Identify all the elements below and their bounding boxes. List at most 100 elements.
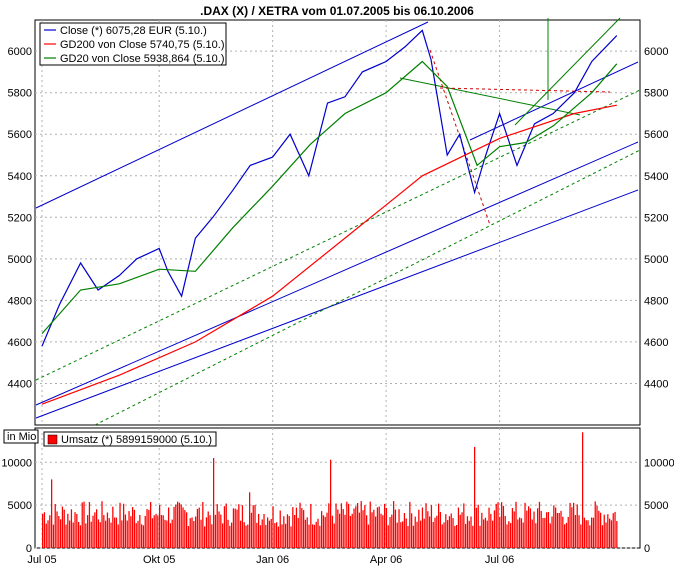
volume-bar xyxy=(357,503,359,548)
volume-bar xyxy=(270,519,272,548)
volume-legend: Umsatz (*) 5899159000 (5.10.) xyxy=(43,431,217,447)
volume-bar xyxy=(481,512,483,548)
volume-bar xyxy=(268,520,271,548)
volume-bar xyxy=(423,518,425,548)
volume-bar xyxy=(335,503,337,548)
volume-bar xyxy=(259,525,262,548)
volume-bar xyxy=(304,519,307,548)
volume-bar xyxy=(355,506,357,548)
volume-bar xyxy=(576,504,578,548)
y-tick-label-right: 6000 xyxy=(644,46,668,58)
volume-bar xyxy=(348,503,350,548)
volume-bar xyxy=(560,510,562,548)
volume-bar xyxy=(151,518,154,548)
volume-bar xyxy=(459,514,461,548)
volume-bar xyxy=(216,504,218,548)
volume-bar xyxy=(607,514,609,548)
volume-bar xyxy=(331,515,334,548)
volume-bar xyxy=(157,515,159,548)
volume-bar xyxy=(394,509,397,548)
volume-bar xyxy=(249,492,251,548)
volume-bar xyxy=(177,501,179,548)
volume-bar xyxy=(443,522,445,548)
volume-bar xyxy=(416,521,418,548)
y-tick-label-right: 5400 xyxy=(644,171,668,183)
volume-bar xyxy=(405,518,407,548)
volume-bar xyxy=(531,519,533,548)
volume-bar xyxy=(317,518,319,548)
volume-bar xyxy=(123,503,125,548)
volume-bar xyxy=(119,502,121,548)
volume-bar xyxy=(214,514,217,548)
volume-bar xyxy=(569,502,571,548)
volume-bar xyxy=(60,519,62,548)
volume-bar xyxy=(470,516,472,548)
volume-bar xyxy=(493,510,496,548)
volume-bar xyxy=(596,505,598,548)
volume-bar xyxy=(252,505,254,548)
volume-bar xyxy=(484,517,487,548)
volume-bar xyxy=(466,516,469,548)
volume-bar xyxy=(432,522,434,548)
trend-line-short xyxy=(469,61,639,141)
volume-bar xyxy=(168,507,170,548)
volume-bar xyxy=(67,513,69,548)
volume-bar xyxy=(526,510,528,548)
volume-bar xyxy=(537,508,539,548)
volume-bar xyxy=(542,518,544,548)
volume-bar xyxy=(600,512,602,548)
price-series-lines xyxy=(41,29,618,405)
horizontal-dashed-line xyxy=(439,87,611,93)
x-tick-label: Okt 05 xyxy=(143,554,175,566)
volume-bar xyxy=(130,516,132,548)
volume-unit-label: in Mio xyxy=(7,431,36,443)
volume-bar xyxy=(594,501,596,548)
volume-bar xyxy=(384,503,386,548)
volume-bar xyxy=(573,502,575,548)
volume-bar xyxy=(175,504,177,548)
volume-bar xyxy=(220,514,222,548)
volume-bar xyxy=(330,459,332,548)
x-tick-label: Apr 06 xyxy=(370,554,402,566)
volume-bar xyxy=(580,524,582,548)
volume-bar xyxy=(342,509,344,548)
volume-bar xyxy=(457,507,460,548)
volume-bar xyxy=(598,510,600,548)
volume-bar xyxy=(567,516,569,548)
volume-bar xyxy=(520,518,523,548)
volume-bar xyxy=(265,524,267,548)
volume-bar xyxy=(382,515,384,548)
volume-bar xyxy=(479,525,481,548)
y-tick-label-left: 5400 xyxy=(8,171,32,183)
volume-bar xyxy=(528,506,530,548)
volume-bar xyxy=(263,514,265,548)
volume-bar xyxy=(517,519,519,548)
volume-bar xyxy=(461,512,463,548)
volume-bar xyxy=(456,525,458,548)
volume-bar xyxy=(124,514,127,548)
price-axis-ticks: 4400 4400 4600 4600 4800 4800 5000 5000 5200 5200… xyxy=(8,46,669,390)
volume-bar xyxy=(495,503,497,548)
volume-bar xyxy=(501,502,503,548)
volume-bar xyxy=(115,517,118,548)
volume-bar xyxy=(121,520,123,548)
volume-bar xyxy=(225,503,227,548)
volume-bar xyxy=(56,511,58,548)
volume-bar xyxy=(238,504,240,548)
volume-bar xyxy=(90,521,92,548)
volume-bar xyxy=(511,508,514,548)
volume-bar xyxy=(310,503,312,548)
steep-line xyxy=(514,17,621,126)
volume-bar xyxy=(148,509,150,548)
volume-bar xyxy=(281,524,283,548)
volume-bar xyxy=(339,513,341,548)
volume-bar xyxy=(375,516,377,548)
volume-bar xyxy=(295,507,298,548)
volume-bar xyxy=(553,505,555,548)
volume-bar xyxy=(398,509,400,548)
volume-bar xyxy=(70,509,73,548)
volume-bar xyxy=(414,516,416,548)
volume-axis-ticks: 0 0 5000 5000 10000 10000 xyxy=(1,457,674,555)
volume-bar xyxy=(369,501,371,548)
